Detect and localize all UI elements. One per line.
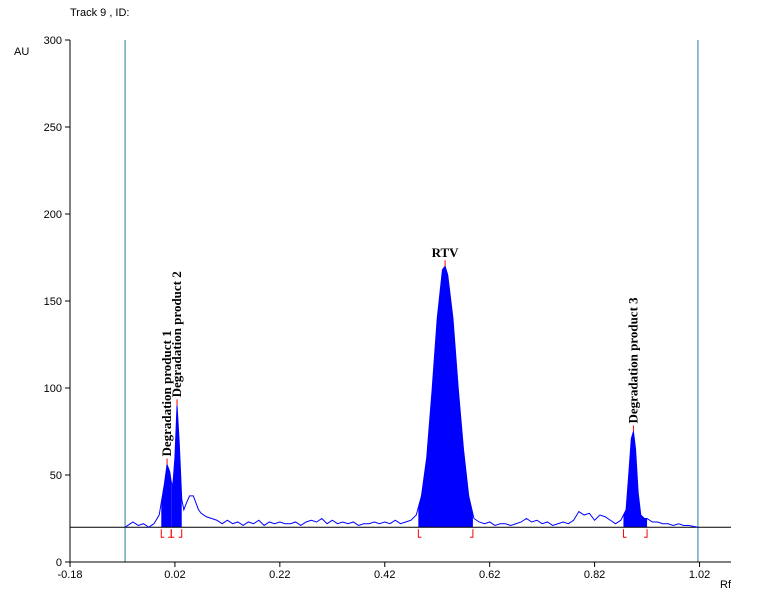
peak-start-marker xyxy=(170,529,175,538)
chromatogram-trace xyxy=(124,265,699,528)
peak-label: RTV xyxy=(432,245,460,260)
peak-label: Degradation product 2 xyxy=(169,271,184,397)
peak-end-marker xyxy=(178,529,183,538)
axis-ticks: 0 50 100 150 200 250 300 -0.18 0.02 0.22 0.42 0.62 0… xyxy=(44,35,711,581)
x-tick-label: 1.02 xyxy=(689,569,710,581)
peak-markers xyxy=(160,260,648,538)
x-tick-label: 0.42 xyxy=(374,569,395,581)
y-tick-label: 300 xyxy=(44,35,62,47)
y-tick-label: 150 xyxy=(44,296,62,308)
x-tick-label: -0.18 xyxy=(57,569,82,581)
axes xyxy=(69,40,731,563)
peak-label: Degradation product 1 xyxy=(159,330,174,456)
x-tick-label: 0.82 xyxy=(584,569,605,581)
peak-start-marker xyxy=(160,529,165,538)
y-tick-label: 200 xyxy=(44,209,62,221)
y-tick-label: 0 xyxy=(56,557,62,569)
trace-lines xyxy=(70,40,731,562)
y-tick-label: 250 xyxy=(44,122,62,134)
x-axis-label: Rf xyxy=(720,579,732,591)
x-tick-label: 0.02 xyxy=(164,569,185,581)
peak-label: Degradation product 3 xyxy=(625,297,640,424)
y-tick-label: 50 xyxy=(50,470,62,482)
chart-title: Track 9 , ID: xyxy=(70,7,130,19)
peak-start-marker xyxy=(622,529,627,538)
peak-start-marker xyxy=(417,529,422,538)
y-axis-label: AU xyxy=(14,46,29,58)
peak-area xyxy=(418,266,473,528)
peak-end-marker xyxy=(644,529,648,538)
y-tick-label: 100 xyxy=(44,383,62,395)
peak-fills xyxy=(161,266,648,528)
peak-area xyxy=(171,405,182,528)
x-tick-label: 0.62 xyxy=(479,569,500,581)
peak-area xyxy=(623,431,648,528)
x-tick-label: 0.22 xyxy=(269,569,290,581)
peak-end-marker xyxy=(469,529,474,538)
peak-area xyxy=(161,464,172,528)
